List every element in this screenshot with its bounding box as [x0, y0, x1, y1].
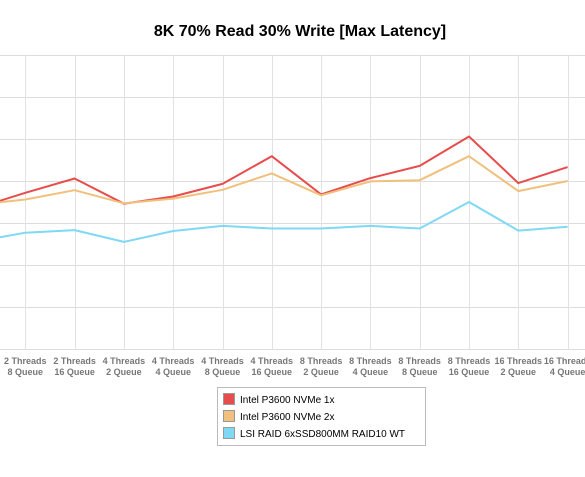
series-lines [0, 135, 568, 243]
series-line-3 [0, 201, 568, 243]
legend-swatch [223, 393, 235, 405]
x-tick-label: 8 Threads 16 Queue [448, 356, 491, 377]
grid-lines [0, 55, 585, 350]
legend-label: Intel P3600 NVMe 1x [240, 395, 335, 406]
x-tick-label: 8 Threads 2 Queue [300, 356, 343, 377]
legend-label: LSI RAID 6xSSD800MM RAID10 WT [240, 429, 405, 440]
series-line-2 [0, 155, 568, 205]
legend-swatch [223, 410, 235, 422]
x-tick-label: 8 Threads 4 Queue [349, 356, 392, 377]
x-tick-label: 16 Threads 2 Queue [495, 356, 543, 377]
x-tick-label: 2 Threads 16 Queue [53, 356, 96, 377]
legend-swatch [223, 427, 235, 439]
x-tick-label: 4 Threads 4 Queue [152, 356, 195, 377]
legend-box [217, 387, 426, 446]
x-tick-label: 4 Threads 16 Queue [251, 356, 294, 377]
x-tick-label: 8 Threads 8 Queue [398, 356, 441, 377]
x-tick-label: 2 Threads 8 Queue [4, 356, 47, 377]
series-line-1 [0, 135, 568, 205]
x-tick-label: 4 Threads 2 Queue [103, 356, 146, 377]
legend-label: Intel P3600 NVMe 2x [240, 412, 335, 423]
chart-title: 8K 70% Read 30% Write [Max Latency] [154, 23, 446, 40]
legend: Intel P3600 NVMe 1x Intel P3600 NVMe 2x LS… [217, 387, 426, 446]
x-tick-label: 4 Threads 8 Queue [201, 356, 244, 377]
